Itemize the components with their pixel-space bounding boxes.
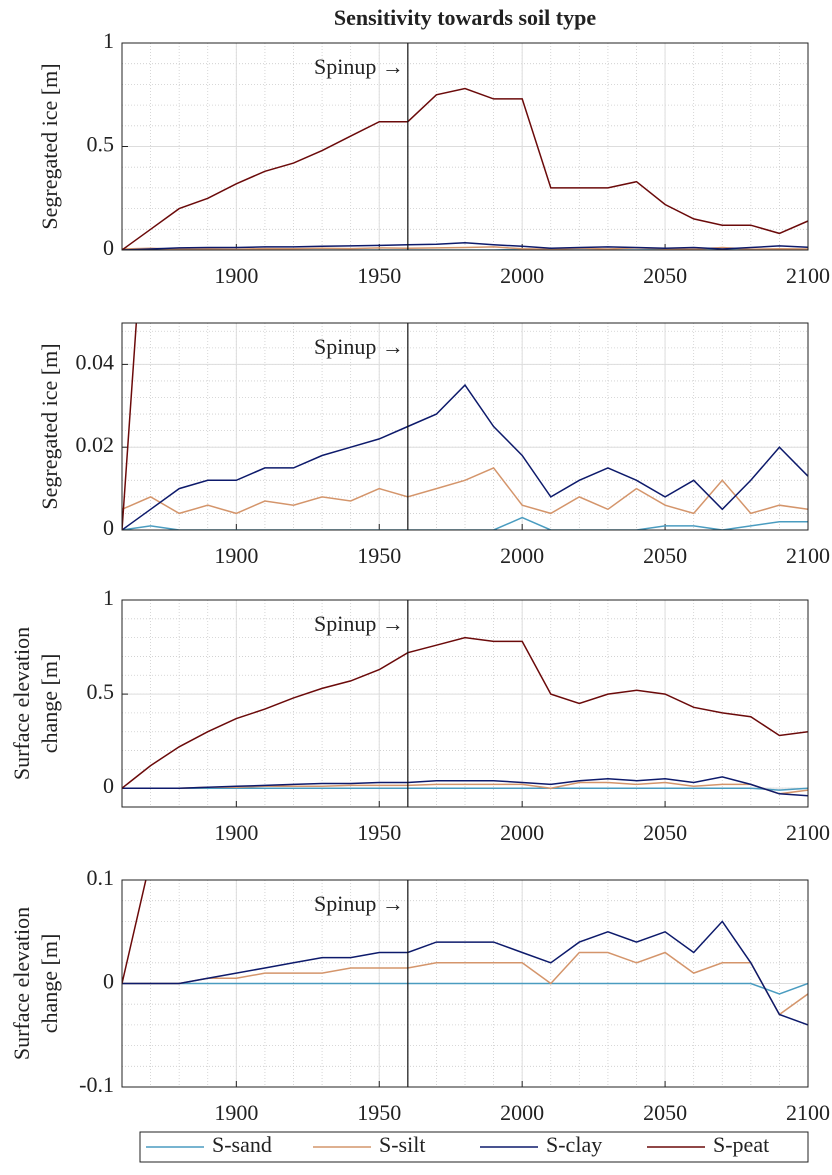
x-tick-label: 1900 <box>214 543 258 568</box>
annotation-text: Spinup → <box>314 891 404 916</box>
x-tick-label: 2000 <box>500 543 544 568</box>
x-tick-label: 2000 <box>500 263 544 288</box>
x-tick-label: 1950 <box>357 820 401 845</box>
y-axis-label: Surface elevation <box>9 627 34 780</box>
y-tick-label: 0 <box>103 969 114 994</box>
x-tick-label: 2100 <box>786 543 830 568</box>
x-tick-label: 2050 <box>643 820 687 845</box>
x-tick-label: 2100 <box>786 820 830 845</box>
panel: 1900 1950 2000 2050 2100 0 0.02 0.04 Spinup → Seg… <box>37 322 830 568</box>
y-axis-label: Segregated ice [m] <box>37 63 62 229</box>
legend: S-sand S-silt S-clay S-peat <box>139 1131 809 1163</box>
panel: 1900 1950 2000 2050 2100 0 0.5 1 Spinup → Segrega… <box>37 5 830 288</box>
series-line <box>122 636 808 789</box>
x-tick-label: 2000 <box>500 820 544 845</box>
y-tick-label: 0.04 <box>76 349 115 374</box>
y-tick-label: 0.1 <box>87 865 115 890</box>
x-tick-label: 2000 <box>500 1100 544 1125</box>
series-line <box>122 951 808 1016</box>
series-line <box>122 242 808 250</box>
series-line <box>122 781 808 795</box>
series-line <box>122 87 808 250</box>
panel: 1900 1950 2000 2050 2100 -0.1 0 0.1 Spinup → Surf… <box>9 865 830 1125</box>
annotation-text: Spinup → <box>314 611 404 636</box>
x-tick-label: 2100 <box>786 1100 830 1125</box>
series-line <box>122 920 808 1026</box>
series-line <box>122 982 808 995</box>
plot-area <box>122 600 808 807</box>
annotation-text: Spinup → <box>314 334 404 359</box>
axes-box <box>121 42 809 251</box>
x-tick-label: 2050 <box>643 543 687 568</box>
legend-label: S-clay <box>546 1132 602 1157</box>
series-line <box>122 246 808 250</box>
y-tick-label: 1 <box>103 585 114 610</box>
y-tick-label: 0 <box>103 515 114 540</box>
y-axis-label: Surface elevation <box>9 907 34 1060</box>
y-axis-label: Segregated ice [m] <box>37 343 62 509</box>
axes-box <box>121 322 809 531</box>
y-tick-label: 0 <box>103 773 114 798</box>
axes-box <box>121 599 809 808</box>
y-tick-label: 0 <box>103 235 114 260</box>
y-tick-label: 1 <box>103 28 114 53</box>
y-axis-label: change [m] <box>37 654 62 754</box>
x-tick-label: 1900 <box>214 820 258 845</box>
series-line <box>122 776 808 797</box>
series-line <box>122 516 808 530</box>
y-tick-label: -0.1 <box>79 1072 114 1097</box>
x-tick-label: 1950 <box>357 1100 401 1125</box>
axes-box <box>121 879 809 1088</box>
x-tick-label: 2050 <box>643 1100 687 1125</box>
series-line <box>122 787 808 791</box>
legend-label: S-sand <box>212 1132 272 1157</box>
x-tick-label: 1900 <box>214 1100 258 1125</box>
y-tick-label: 0.02 <box>76 432 115 457</box>
chart-title: Sensitivity towards soil type <box>334 5 596 30</box>
x-tick-label: 1900 <box>214 263 258 288</box>
x-tick-label: 2100 <box>786 263 830 288</box>
series-line <box>122 466 808 515</box>
panel: 1900 1950 2000 2050 2100 0 0.5 1 Spinup → Surface… <box>9 585 830 845</box>
legend-label: S-peat <box>713 1132 769 1157</box>
plot-area <box>122 323 808 530</box>
y-tick-label: 0.5 <box>87 132 115 157</box>
annotation-text: Spinup → <box>314 54 404 79</box>
x-tick-label: 1950 <box>357 543 401 568</box>
series-line <box>122 383 808 530</box>
x-tick-label: 2050 <box>643 263 687 288</box>
legend-label: S-silt <box>379 1132 425 1157</box>
y-tick-label: 0.5 <box>87 679 115 704</box>
y-axis-label: change [m] <box>37 934 62 1034</box>
x-tick-label: 1950 <box>357 263 401 288</box>
